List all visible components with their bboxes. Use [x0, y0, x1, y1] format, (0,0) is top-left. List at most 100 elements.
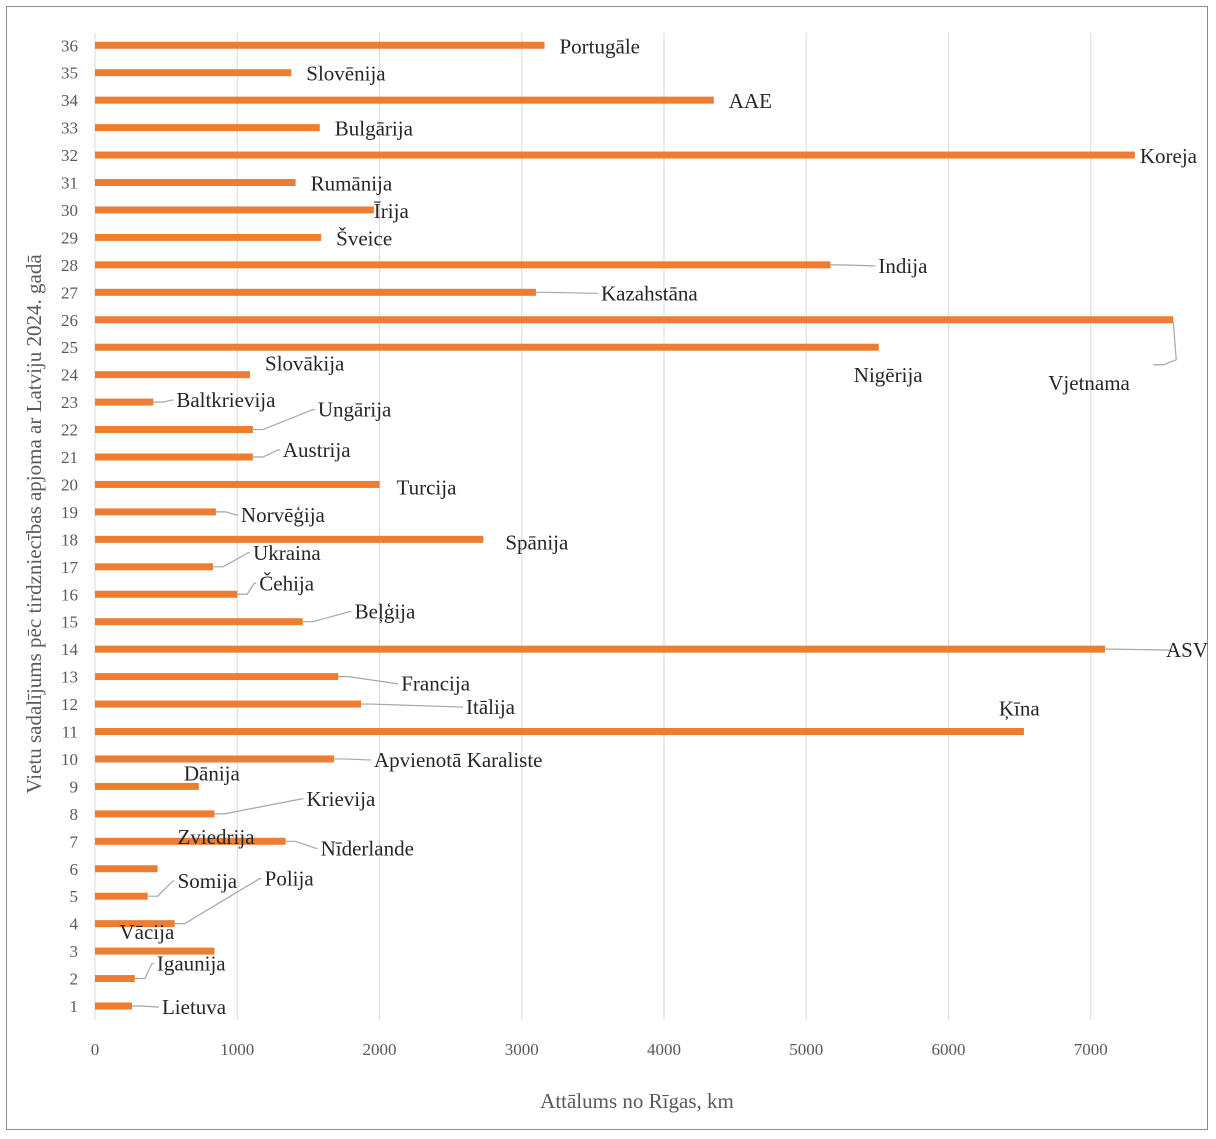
y-tick-label: 24 [61, 366, 79, 385]
data-label: Nigērija [854, 363, 923, 387]
leader-line [285, 840, 318, 849]
y-tick-label: 16 [61, 585, 78, 604]
y-tick-label: 5 [70, 887, 79, 906]
leader-line [153, 399, 174, 403]
data-label: Kazahstāna [601, 281, 698, 305]
bar [95, 563, 214, 571]
y-tick-label: 6 [70, 860, 79, 879]
bar [95, 96, 714, 104]
data-label: Zviedrija [178, 825, 256, 849]
x-tick-label: 2000 [363, 1040, 397, 1059]
bar [95, 947, 215, 955]
bar [95, 151, 1135, 159]
data-label: Vjetnama [1048, 371, 1130, 395]
y-tick-label: 26 [61, 311, 78, 330]
leader-line [174, 878, 262, 925]
bar [95, 288, 536, 296]
bar [95, 618, 303, 626]
y-tick-label: 4 [70, 915, 79, 934]
bar [95, 233, 322, 241]
y-tick-label: 21 [61, 448, 78, 467]
leader-line [1153, 321, 1177, 366]
leader-line [215, 511, 238, 516]
data-label: Ķīna [999, 697, 1041, 721]
leader-line [1104, 648, 1172, 651]
y-tick-label: 27 [61, 283, 79, 302]
bar [95, 453, 253, 461]
data-label: Indija [878, 254, 928, 278]
y-tick-label: 33 [61, 119, 78, 138]
data-label: Turcija [397, 475, 458, 499]
y-tick-labels: 1234567891011121314151617181920212223242… [61, 36, 79, 1016]
y-tick-label: 17 [61, 558, 79, 577]
x-tick-label: 0 [91, 1040, 100, 1059]
bar [95, 426, 253, 434]
bars [95, 41, 1174, 1010]
leader-line [361, 703, 464, 708]
data-label: Igaunija [157, 952, 226, 976]
data-label: ASV [1166, 638, 1208, 662]
data-label: Šveice [336, 226, 392, 250]
bar [95, 700, 362, 708]
bar [95, 535, 484, 543]
bar [95, 645, 1105, 653]
leader-line [338, 675, 399, 685]
data-label: Apvienotā Karaliste [374, 748, 543, 772]
x-tick-label: 5000 [789, 1040, 823, 1059]
x-tick-labels: 0 1000 2000 3000 4000 5000 6000 7000 [91, 1040, 1108, 1059]
bar [95, 865, 158, 873]
y-tick-label: 19 [61, 503, 78, 522]
y-tick-label: 29 [61, 228, 78, 247]
data-label: Rumānija [311, 172, 393, 196]
data-label: Ukraina [253, 541, 321, 565]
y-tick-label: 30 [61, 201, 78, 220]
data-label: Norvēģija [241, 503, 326, 527]
data-label: Nīderlande [321, 836, 414, 860]
y-tick-label: 11 [62, 723, 78, 742]
data-label: Portugāle [560, 34, 640, 58]
data-label: Bulgārija [335, 117, 414, 141]
leader-line [252, 408, 315, 431]
bar [95, 837, 286, 845]
y-tick-label: 28 [61, 256, 78, 275]
bar [95, 371, 251, 379]
x-tick-label: 1000 [220, 1040, 254, 1059]
y-tick-label: 7 [70, 832, 79, 851]
data-label: Īrija [374, 199, 410, 223]
y-tick-label: 36 [61, 36, 78, 55]
data-label: Dānija [184, 761, 241, 785]
leader-line [830, 264, 876, 267]
data-label: Somija [178, 869, 238, 893]
y-tick-label: 10 [61, 750, 78, 769]
y-axis-title: Vietu sadalījums pēc tirdzniecības apjom… [22, 254, 46, 794]
y-tick-label: 15 [61, 613, 78, 632]
y-tick-label: 14 [61, 640, 79, 659]
data-label: Baltkrievija [176, 388, 276, 412]
bar [95, 892, 148, 900]
leader-line [535, 291, 598, 294]
data-label: Vācija [119, 920, 174, 944]
bar [95, 398, 154, 406]
data-label: Ungārija [318, 398, 392, 422]
y-tick-label: 23 [61, 393, 78, 412]
bar [95, 261, 831, 269]
leader-lines [131, 264, 1177, 1008]
bar [95, 755, 334, 763]
x-tick-label: 6000 [932, 1040, 966, 1059]
bar [95, 69, 292, 77]
bar [95, 179, 296, 186]
leader-line [134, 962, 154, 980]
data-label: Austrija [283, 438, 351, 462]
y-tick-label: 1 [70, 997, 79, 1016]
bar [95, 316, 1174, 324]
y-tick-label: 3 [70, 942, 79, 961]
y-tick-label: 34 [61, 91, 79, 110]
data-label: Krievija [306, 787, 375, 811]
bar [95, 1002, 132, 1010]
data-label: Slovēnija [306, 62, 386, 86]
leader-line [237, 582, 257, 595]
gridlines [94, 33, 1092, 1020]
y-tick-label: 12 [61, 695, 78, 714]
bar [95, 920, 175, 928]
